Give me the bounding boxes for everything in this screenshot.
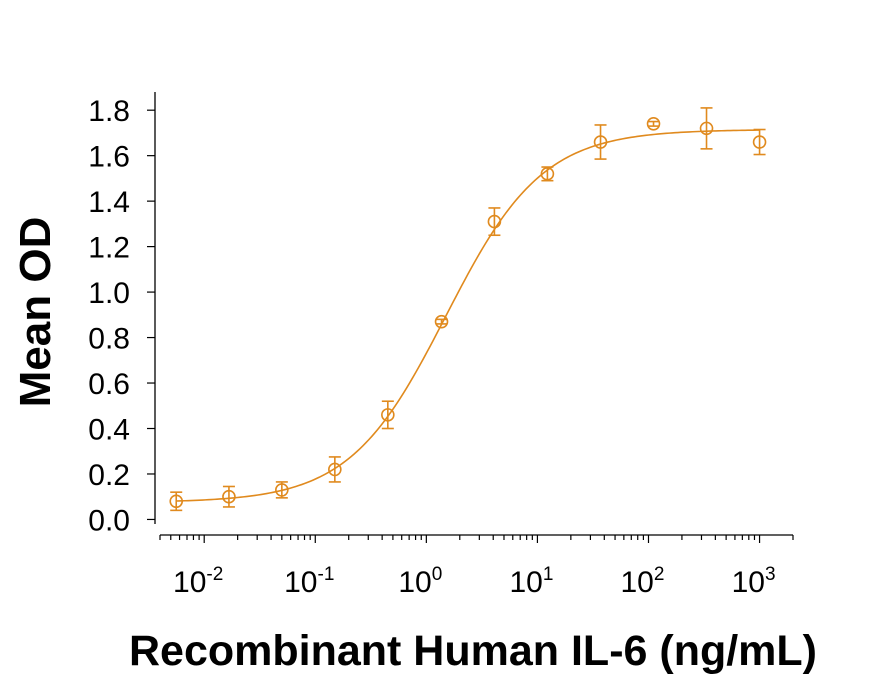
data-marker	[540, 167, 555, 181]
data-point	[381, 400, 395, 430]
y-tick-label: 0.6	[88, 368, 130, 401]
x-tick-label: 10-2	[173, 564, 223, 599]
data-marker	[381, 408, 395, 422]
data-point	[169, 491, 184, 512]
y-tick-label: 1.8	[88, 95, 130, 128]
y-tick-label: 1.0	[88, 277, 130, 310]
y-axis-ticks: 0.0 0.2 0.4 0.6 0.8 1.0 1.2 1.4 1.6 1.8	[88, 95, 155, 537]
y-tick-label: 1.4	[88, 186, 130, 219]
data-marker	[752, 135, 767, 149]
data-point	[593, 124, 608, 160]
x-tick-label: 100	[398, 564, 442, 599]
x-tick-label: 10-1	[284, 564, 334, 599]
y-tick-label: 0.2	[88, 459, 130, 492]
data-point	[222, 485, 236, 508]
data-marker	[328, 462, 342, 477]
data-point	[328, 456, 342, 483]
data-point	[487, 207, 502, 237]
data-marker	[275, 483, 289, 497]
data-point	[540, 166, 555, 182]
x-axis-ticks: 10-2 10-1 100 101 102 103	[159, 535, 794, 599]
data-marker	[222, 489, 236, 504]
y-axis-title: Mean OD	[11, 217, 60, 408]
data-point	[434, 314, 449, 329]
x-tick-label: 102	[621, 564, 665, 599]
data-marker	[699, 121, 714, 136]
data-marker	[434, 314, 449, 329]
fit-curve	[176, 129, 760, 502]
x-tick-label: 103	[732, 564, 776, 599]
data-point	[752, 128, 767, 156]
y-tick-label: 1.6	[88, 141, 130, 174]
data-point	[699, 107, 714, 150]
y-tick-label: 1.2	[88, 232, 130, 265]
data-marker	[487, 214, 502, 229]
x-axis-title: Recombinant Human IL-6 (ng/mL)	[129, 627, 817, 675]
y-tick-label: 0.0	[88, 504, 130, 537]
data-point	[646, 117, 661, 131]
data-point	[275, 481, 289, 499]
data-marker	[593, 135, 608, 149]
data-marker	[646, 117, 661, 131]
data-points	[169, 107, 767, 512]
y-tick-label: 0.8	[88, 323, 130, 356]
y-tick-label: 0.4	[88, 414, 130, 447]
x-tick-label: 101	[509, 564, 553, 599]
data-marker	[169, 494, 184, 509]
